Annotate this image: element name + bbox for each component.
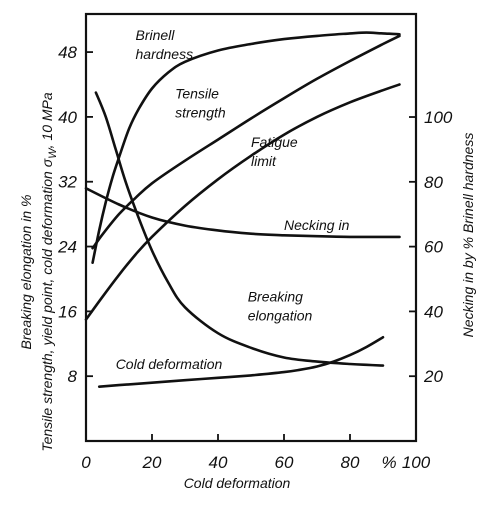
x-end-label: 100 [402,453,431,472]
series-label-line: Cold deformation [116,356,223,372]
x-tick-label: 20 [142,453,162,472]
tick-marks [86,51,416,441]
y-right-tick-label: 20 [423,367,443,386]
y-right-tick-labels: 20 40 60 80 100 [423,108,453,386]
y-left-axis-sigma: σ [39,158,55,167]
y-left-tick-label: 16 [58,302,77,321]
y-right-axis-title: Necking in by % Brinell hardness [460,133,476,338]
series-label-cold-deformation: Cold deformation [116,356,223,372]
x-unit-label: % [381,453,396,472]
y-left-axis-title-1-group: Breaking elongation in % [18,195,34,350]
series-line-cold-deformation [97,336,385,388]
y-right-tick-label: 40 [424,302,443,321]
series-line-tensile-strength [91,34,401,250]
x-tick-label: 80 [341,453,360,472]
x-tick-label: 40 [209,453,228,472]
y-left-tick-label: 8 [68,367,78,386]
series-label-brinell-hardness: Brinell hardness [136,27,194,62]
y-right-axis-title-group: Necking in by % Brinell hardness [460,133,476,338]
series-label-line: Necking in [284,217,350,233]
series-label-line: Brinell [136,27,176,43]
series-label-line: Breaking [248,289,303,305]
series-line-brinell-hardness [91,31,401,264]
series-label-line: strength [175,104,226,120]
x-axis-title: Cold deformation [184,475,291,491]
series-label-line: elongation [248,308,313,324]
series-label-fatigue-limit: Fatigue limit [251,134,298,169]
y-left-axis-sigma-sub: W [47,147,59,159]
series-label-necking-in: Necking in [284,217,350,233]
series-labels: Brinell hardness Tensile strength Fatigue lim… [116,27,350,372]
series-label-line: hardness [136,46,194,62]
y-left-tick-label: 48 [58,43,77,62]
y-left-tick-label: 32 [58,173,77,192]
y-left-axis-title-2: Tensile strength, yield point, cold defo… [39,92,59,452]
y-right-tick-label: 80 [424,173,443,192]
y-right-tick-label: 60 [424,238,443,257]
series-label-line: Tensile [175,85,219,101]
y-left-tick-label: 40 [58,108,77,127]
y-left-tick-label: 24 [57,238,77,257]
series-label-tensile-strength: Tensile strength [175,85,226,120]
series-line-fatigue-limit [84,83,401,321]
y-left-axis-title-2-group: Tensile strength, yield point, cold defo… [39,92,59,452]
y-left-axis-title-2-main: Tensile strength, yield point, cold defo… [39,171,55,452]
series-label-line: Fatigue [251,134,298,150]
series-line-breaking-elongation [94,91,385,367]
x-tick-label: 60 [275,453,294,472]
y-right-tick-label: 100 [424,108,453,127]
y-left-tick-labels: 8 16 24 32 40 48 [57,43,77,386]
series-label-line: limit [251,153,277,169]
y-left-axis-title-1: Breaking elongation in % [18,195,34,350]
series-lines [84,31,401,388]
y-left-axis-unit: , 10 MPa [39,92,55,148]
x-tick-label: 0 [81,453,91,472]
plot-frame [84,12,418,443]
series-line-necking-in [84,187,401,239]
x-tick-labels: 0 20 40 60 80 [81,453,360,472]
series-label-breaking-elongation: Breaking elongation [248,289,313,324]
